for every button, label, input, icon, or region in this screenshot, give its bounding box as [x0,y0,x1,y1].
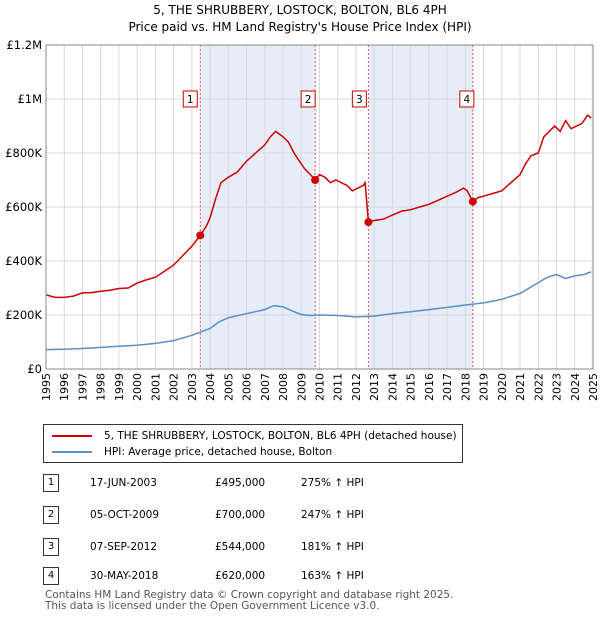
x-tick-label: 2019 [478,373,491,401]
sale-point [311,176,320,184]
x-tick-label: 1999 [113,373,126,401]
x-tick-label: 2004 [204,373,217,401]
legend-item-hpi: HPI: Average price, detached house, Bolt… [52,444,332,460]
sale-price: £700,000 [215,509,266,521]
y-tick-label: £0 [27,362,42,376]
sale-row: 2 05-OCT-2009 £700,000 247% ↑ HPI [43,506,463,526]
sale-number-box [182,90,198,108]
sale-number-label: 3 [356,94,363,106]
sale-number-badge: 4 [43,567,59,585]
footer: Contains HM Land Registry data © Crown c… [45,590,453,612]
x-tick-label: 2011 [332,373,345,401]
sale-hpi: 247% ↑ HPI [301,509,364,521]
y-tick-label: £1.2M [6,38,42,52]
sale-row: 3 07-SEP-2012 £544,000 181% ↑ HPI [43,538,463,558]
x-tick-label: 2012 [350,373,363,401]
future-region [591,45,593,369]
sale-date: 17-JUN-2003 [90,477,157,489]
sale-row: 1 17-JUN-2003 £495,000 275% ↑ HPI [43,474,463,494]
sale-number-badge: 3 [43,538,59,556]
sale-hpi: 181% ↑ HPI [301,541,364,553]
legend-label-property: 5, THE SHRUBBERY, LOSTOCK, BOLTON, BL6 4… [104,430,457,442]
x-tick-label: 1997 [76,373,89,401]
legend: 5, THE SHRUBBERY, LOSTOCK, BOLTON, BL6 4… [43,424,463,463]
legend-label-hpi: HPI: Average price, detached house, Bolt… [104,446,333,458]
x-tick-label: 2001 [149,373,162,401]
x-tick-label: 2007 [259,373,272,401]
x-tick-label: 2021 [514,373,527,401]
y-tick-label: £800K [5,146,42,160]
footer-licence: This data is licensed under the Open Gov… [45,600,380,612]
sale-number-box [351,90,367,108]
legend-swatch-property [52,435,92,437]
x-tick-label: 2014 [386,373,399,401]
x-tick-label: 2006 [241,373,254,401]
sale-price: £544,000 [215,541,266,553]
sale-date: 30-MAY-2018 [90,570,159,582]
footer-copyright: Contains HM Land Registry data © Crown c… [45,589,454,601]
x-tick-label: 2018 [459,373,472,401]
sale-number-label: 2 [305,94,312,106]
x-tick-label: 1996 [58,373,71,401]
x-tick-label: 2022 [532,373,545,401]
sale-number-box [300,90,316,108]
legend-item-property: 5, THE SHRUBBERY, LOSTOCK, BOLTON, BL6 4… [52,428,457,444]
sale-number-box [459,90,475,108]
property-price-line [45,114,592,299]
x-tick-label: 2015 [405,373,418,401]
sale-number-badge: 2 [43,506,59,524]
price-chart: 5, THE SHRUBBERY, LOSTOCK, BOLTON, BL6 4… [5,3,600,401]
sale-point [468,197,477,206]
x-tick-label: 2023 [551,373,564,401]
sale-number-badge: 1 [43,474,59,492]
x-tick-label: 2008 [277,373,290,401]
x-tick-label: 1998 [95,373,108,401]
x-tick-label: 2005 [222,373,235,401]
x-tick-label: 2009 [295,373,308,401]
sale-price: £495,000 [215,477,266,489]
x-tick-label: 2013 [368,373,381,401]
hpi-line [45,271,592,351]
plot-frame [45,44,594,370]
y-tick-label: £1M [17,92,42,106]
sale-point [196,231,205,240]
sale-row: 4 30-MAY-2018 £620,000 163% ↑ HPI [43,567,463,587]
sale-date: 05-OCT-2009 [90,509,159,521]
sale-number-label: 1 [187,94,194,106]
sale-price: £620,000 [215,570,266,582]
x-tick-label: 2016 [423,373,436,401]
chart-title-line1: 5, THE SHRUBBERY, LOSTOCK, BOLTON, BL6 4… [153,3,446,17]
sale-date: 07-SEP-2012 [90,541,158,553]
y-tick-label: £600K [5,200,42,214]
y-tick-label: £200K [5,308,42,322]
x-tick-label: 2000 [131,373,144,401]
x-tick-label: 2025 [587,373,600,401]
chart-title-line2: Price paid vs. HM Land Registry's House … [128,20,471,34]
x-tick-label: 2017 [441,373,454,401]
sale-hpi: 163% ↑ HPI [301,570,364,582]
x-tick-label: 2002 [168,373,181,401]
legend-swatch-hpi [52,451,92,453]
x-tick-label: 2003 [186,373,199,401]
sale-number-label: 4 [463,94,470,106]
x-tick-label: 2024 [569,373,582,401]
x-tick-label: 2010 [314,373,327,401]
y-tick-label: £400K [5,254,42,268]
sale-point [364,218,373,227]
x-tick-label: 1995 [40,373,53,401]
x-tick-label: 2020 [496,373,509,401]
sale-hpi: 275% ↑ HPI [301,477,364,489]
